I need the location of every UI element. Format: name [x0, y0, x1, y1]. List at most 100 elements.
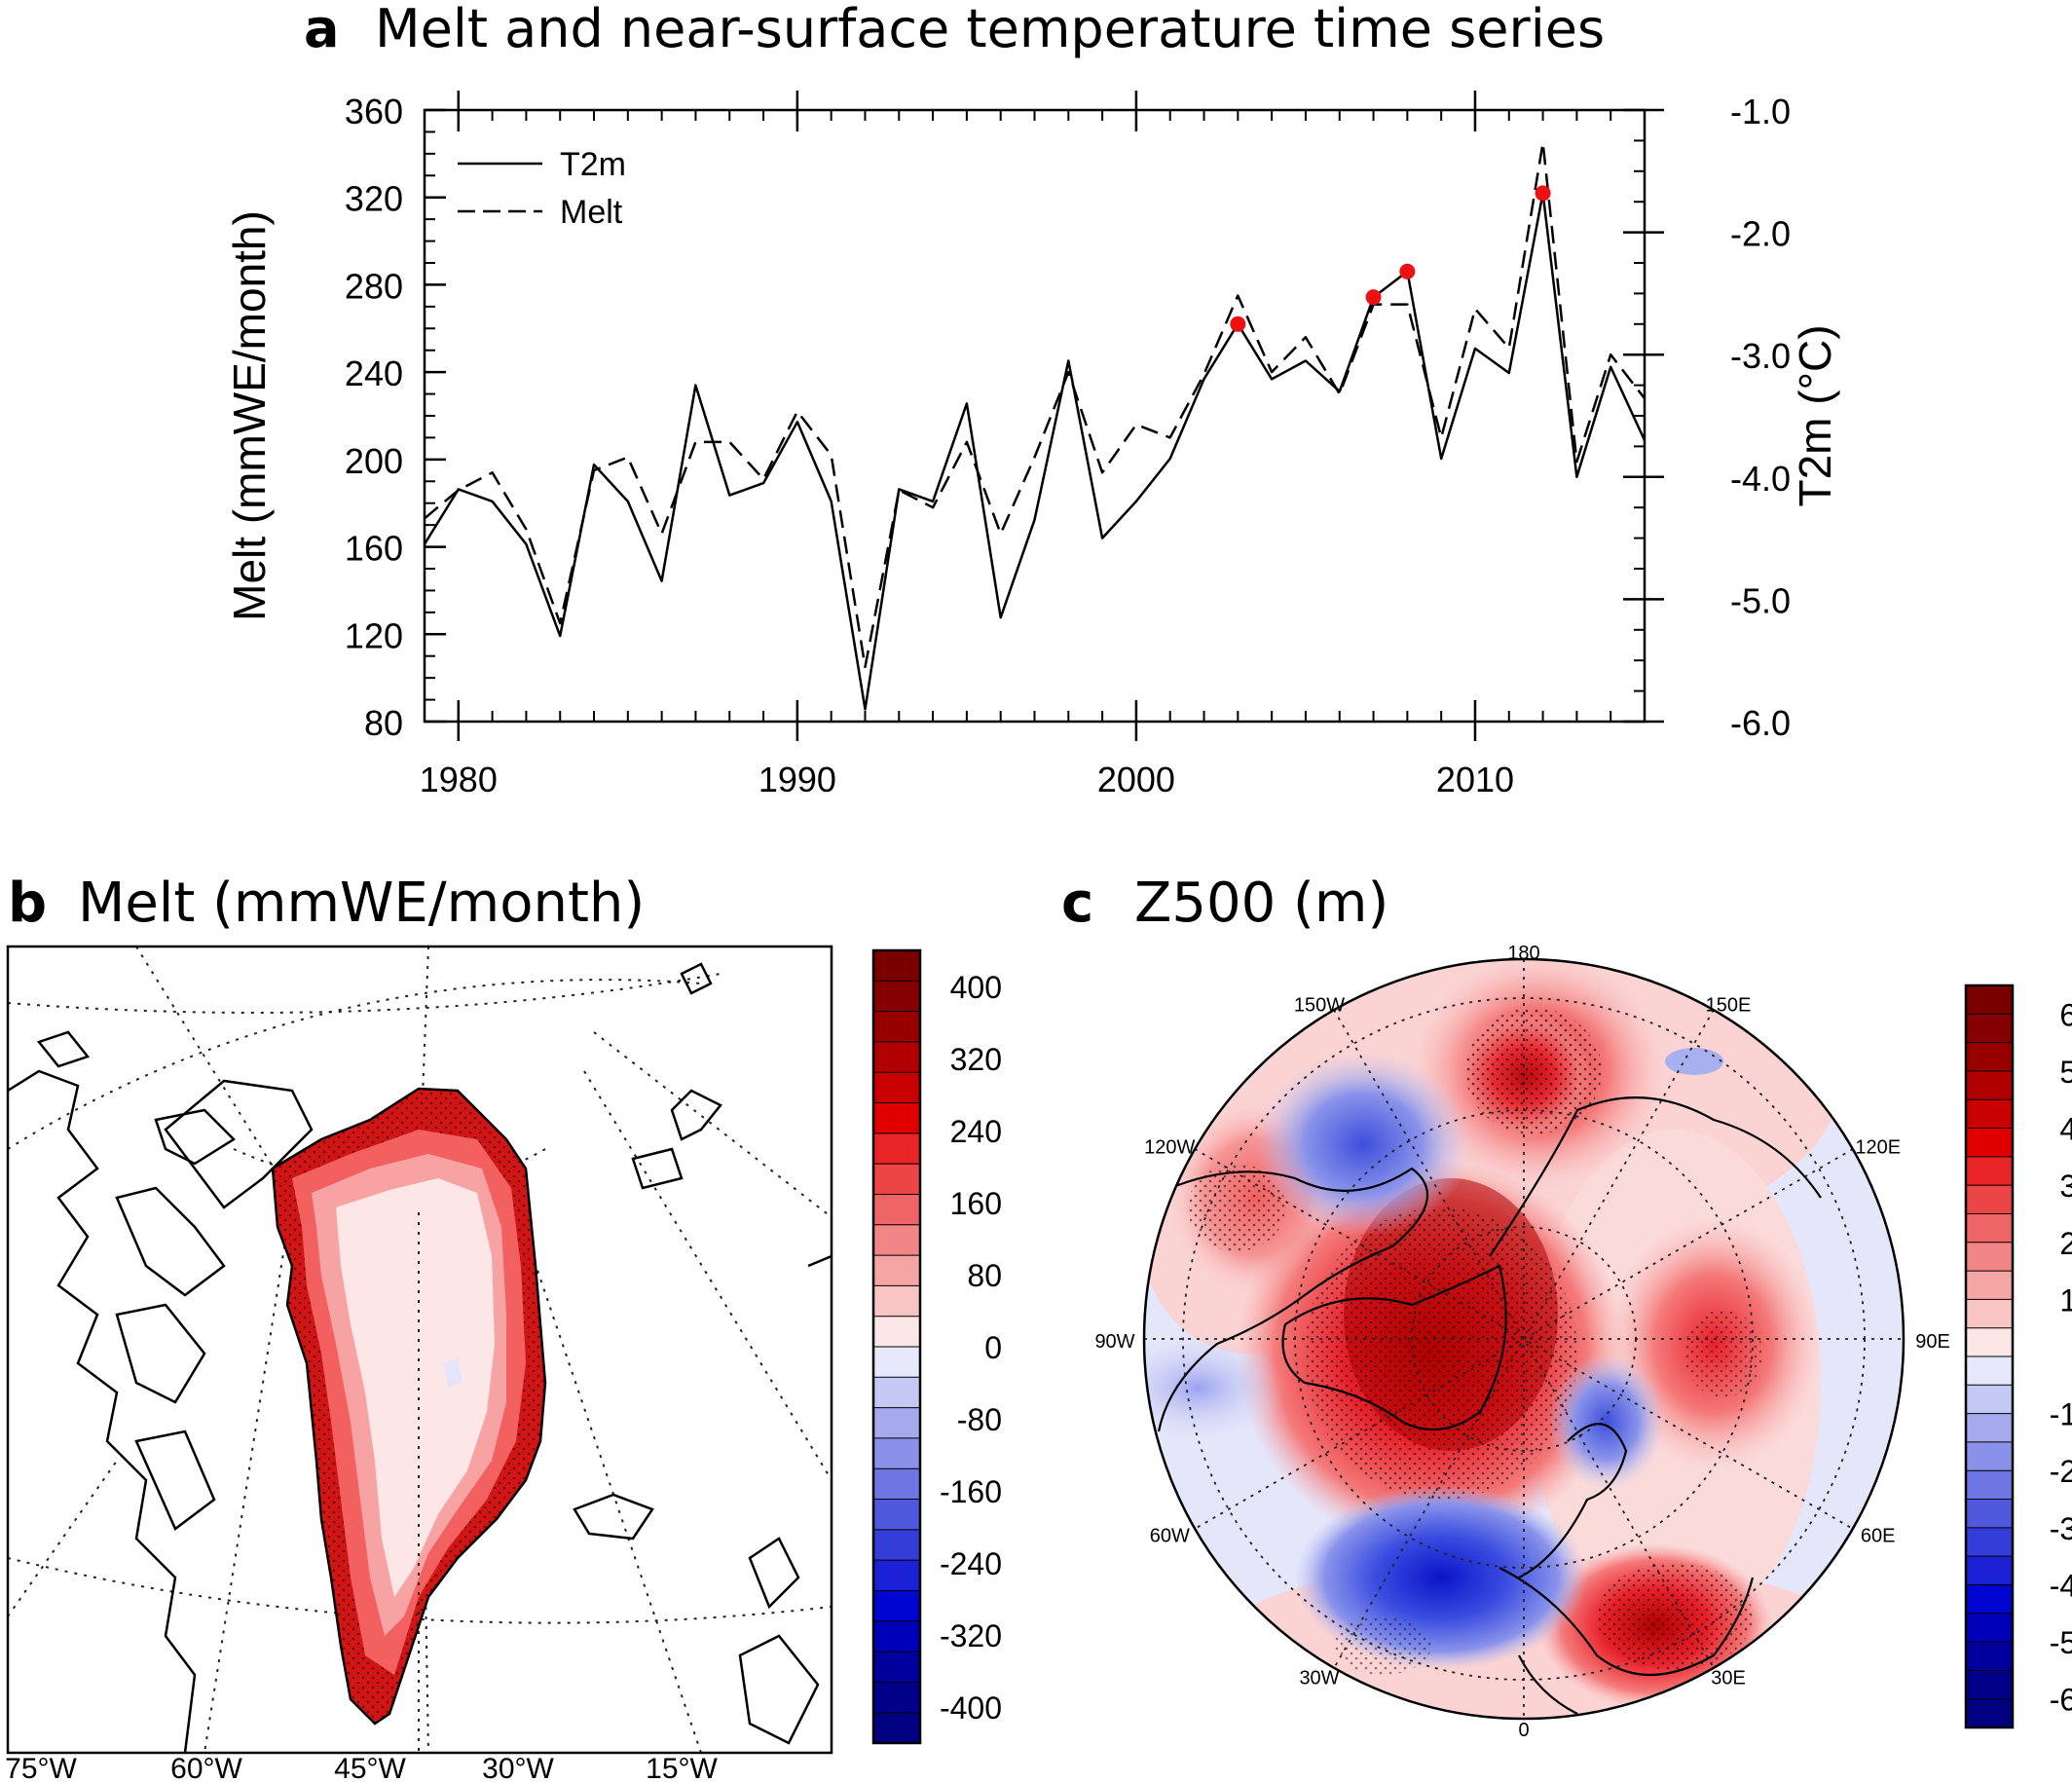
polar-lon-label: 90E	[1915, 1331, 1950, 1353]
polar-lon-label: 60W	[1150, 1526, 1190, 1547]
map-lon-label: 75°W	[5, 1753, 77, 1782]
z500-colorbar-swatch-neg	[1966, 1613, 2013, 1643]
melt-colorbar-swatch-neg	[873, 1712, 920, 1744]
polar-lon-label: 60E	[1861, 1526, 1896, 1547]
z500-map	[1144, 959, 1904, 1719]
panel-a-title: Melt and near-surface temperature time s…	[375, 0, 1605, 59]
z500-colorbar: 6050403020100-10-20-30-40-50-60	[1964, 984, 2072, 1729]
highlight-point-2008	[1399, 263, 1416, 279]
z500-colorbar-swatch-neg	[1966, 1470, 2013, 1501]
polar-lon-labels: 180 150E 120E 90E 60E 30E 0 30W 60W 90W 120W 150W	[1094, 943, 1949, 1741]
melt-colorbar-swatch-neg	[873, 1499, 920, 1531]
z500-colorbar-swatch-neg	[1966, 1642, 2013, 1671]
y-left-tick-label: 280	[345, 266, 403, 306]
x-tick-label: 2000	[1097, 760, 1175, 799]
z500-colorbar-swatch-pos	[1966, 1271, 2013, 1300]
melt-colorbar-swatch-pos	[873, 1011, 920, 1043]
z500-colorbar-swatch-pos	[1966, 1014, 2013, 1044]
melt-colorbar-swatch-neg	[873, 1590, 920, 1622]
melt-colorbar-tick-label: 400	[950, 970, 1002, 1005]
y-left-tick-label: 360	[345, 92, 403, 131]
z500-colorbar-swatch-neg	[1966, 1698, 2013, 1728]
panel-c-title: Z500 (m)	[1134, 872, 1388, 935]
melt-colorbar-swatch-pos	[873, 1194, 920, 1226]
map-lon-label: 60°W	[170, 1753, 242, 1782]
z500-colorbar-swatch-pos	[1966, 1099, 2013, 1130]
series-lines	[423, 141, 1646, 711]
z500-colorbar-tick-label: -50	[2050, 1625, 2072, 1660]
series-t2m-line	[423, 192, 1646, 711]
z500-colorbar-swatch-neg	[1966, 1441, 2013, 1471]
z500-colorbar-swatch-pos	[1966, 1042, 2013, 1072]
z500-colorbar-swatch-pos	[1966, 1156, 2013, 1186]
z500-colorbar-tick-label: -40	[2050, 1568, 2072, 1603]
melt-colorbar-tick-label: 80	[967, 1258, 1002, 1293]
y-left-tick-label: 200	[345, 441, 403, 481]
melt-colorbar-tick-label: 160	[950, 1186, 1002, 1221]
anomaly-alaska-low	[1256, 1052, 1470, 1237]
polar-lon-label: 180	[1507, 943, 1539, 964]
y-axis-right-label: T2m (°C)	[1790, 324, 1840, 506]
legend: T2m Melt	[458, 146, 626, 231]
z500-colorbar-tick-label: 20	[2059, 1226, 2072, 1261]
y-left-tick-label: 120	[345, 615, 403, 655]
y-left-tick-label: 240	[345, 353, 403, 393]
melt-colorbar-swatch-pos	[873, 1072, 920, 1104]
z500-colorbar-swatch-pos	[1966, 1299, 2013, 1329]
melt-colorbar-swatch-neg	[873, 1437, 920, 1469]
z500-colorbar-swatch-pos	[1966, 1070, 2013, 1100]
y-right-tick-label: -2.0	[1730, 214, 1791, 254]
z500-colorbar-swatch-neg	[1966, 1556, 2013, 1586]
panel-b-letter: b	[8, 872, 47, 935]
y-right-tick-label: -5.0	[1730, 580, 1791, 620]
z500-colorbar-swatch-pos	[1966, 1128, 2013, 1158]
x-axis: 1980 1990 2000 2010	[420, 91, 1646, 799]
series-melt-line	[424, 141, 1646, 669]
y-right-tick-label: -3.0	[1730, 336, 1791, 376]
x-tick-label: 1980	[420, 760, 498, 799]
melt-colorbar-swatch-pos	[873, 1224, 920, 1256]
z500-colorbar-swatch-neg	[1966, 1356, 2013, 1386]
z500-colorbar-swatch-neg	[1966, 1413, 2013, 1443]
highlight-point-2003	[1230, 316, 1246, 332]
melt-colorbar-swatch-pos	[873, 1041, 920, 1073]
z500-colorbar-tick-label: 50	[2059, 1055, 2072, 1090]
melt-colorbar-tick-label: 0	[984, 1330, 1002, 1365]
melt-colorbar-swatch-pos	[873, 981, 920, 1013]
melt-colorbar-swatch-neg	[873, 1347, 920, 1378]
polar-lon-label: 120E	[1855, 1137, 1901, 1159]
y-right-tick-label: -1.0	[1730, 92, 1791, 131]
y-left-tick-label: 160	[345, 529, 403, 569]
melt-colorbar-swatch-neg	[873, 1407, 920, 1439]
panel-b: b Melt (mmWE/month)	[5, 872, 1002, 1782]
melt-colorbar-tick-label: -160	[940, 1474, 1002, 1509]
melt-colorbar-swatch-neg	[873, 1620, 920, 1652]
z500-colorbar-tick-label: -30	[2050, 1511, 2072, 1546]
y-right-tick-label: -4.0	[1730, 459, 1791, 499]
melt-colorbar-swatch-neg	[873, 1682, 920, 1714]
z500-colorbar-tick-label: -60	[2050, 1683, 2072, 1718]
highlight-point-2012	[1535, 185, 1551, 202]
panel-b-title: Melt (mmWE/month)	[78, 872, 645, 935]
y-left-tick-label: 80	[364, 703, 403, 743]
melt-colorbar-frame	[871, 948, 922, 1745]
x-tick-label: 2010	[1436, 760, 1514, 799]
melt-colorbar-tick-label: -240	[940, 1546, 1002, 1581]
melt-colorbar-swatch-pos	[873, 1102, 920, 1134]
panel-c: c Z500 (m)	[1061, 872, 2072, 1741]
melt-colorbar-swatch-pos	[873, 1255, 920, 1286]
z500-colorbar-tick-label: 30	[2059, 1169, 2072, 1204]
highlight-points	[1230, 185, 1551, 332]
polar-lon-label: 150W	[1294, 994, 1345, 1016]
polar-graticule	[1144, 959, 1904, 1719]
melt-colorbar-tick-label: 320	[950, 1042, 1002, 1077]
z500-colorbar-swatch-pos	[1966, 1242, 2013, 1272]
y-right-tick-label: -6.0	[1730, 703, 1791, 743]
legend-t2m-label: T2m	[560, 146, 626, 183]
z500-colorbar-swatch-neg	[1966, 1584, 2013, 1615]
map-lon-labels: 75°W 60°W 45°W 30°W 15°W	[5, 1753, 718, 1782]
z500-colorbar-swatch-pos	[1966, 1327, 2013, 1357]
z500-colorbar-tick-label: -20	[2050, 1454, 2072, 1489]
polar-lon-label: 150E	[1706, 994, 1752, 1016]
